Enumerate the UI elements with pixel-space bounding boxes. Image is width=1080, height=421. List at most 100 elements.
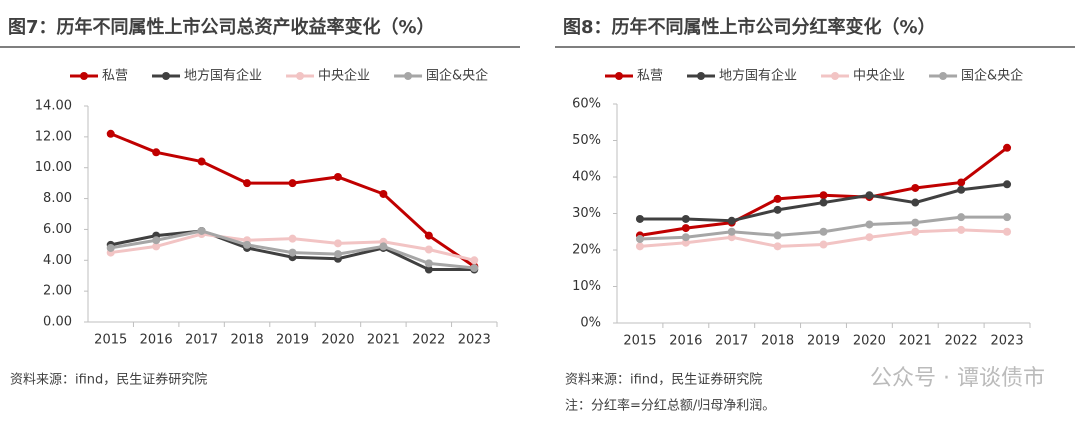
point [424, 245, 433, 254]
x-tick-label: 2017 [715, 334, 748, 349]
point [727, 233, 736, 242]
note: 注：分红率=分红总额/归母净利润。 [565, 398, 775, 414]
x-tick-label: 2015 [94, 333, 127, 348]
point [379, 242, 388, 251]
point [333, 239, 342, 248]
y-tick-label: 0.00 [43, 315, 72, 330]
y-tick-label: 4.00 [43, 253, 72, 268]
point [333, 172, 342, 181]
y-tick-label: 8.00 [43, 191, 72, 206]
x-tick-label: 2018 [761, 334, 794, 349]
source: 资料来源：ifind，民生证券研究院 [10, 372, 207, 388]
y-tick-label: 20% [572, 243, 601, 258]
point [424, 259, 433, 268]
y-tick-label: 50% [572, 133, 601, 148]
point [288, 248, 297, 257]
x-tick-label: 2016 [669, 334, 702, 349]
point [911, 183, 920, 192]
point [424, 265, 433, 274]
point [681, 224, 690, 233]
x-tick-label: 2023 [458, 333, 491, 348]
point [773, 242, 782, 251]
point [819, 198, 828, 207]
point [865, 220, 874, 229]
point [635, 242, 644, 251]
x-tick-label: 2023 [991, 334, 1024, 349]
y-tick-label: 60% [572, 97, 601, 112]
y-tick-label: 2.00 [43, 284, 72, 299]
y-tick-label: 40% [572, 170, 601, 185]
point [681, 214, 690, 223]
legend-marker [296, 72, 305, 80]
point [379, 189, 388, 198]
point [911, 218, 920, 227]
legend-marker [80, 72, 88, 80]
legend-label: 地方国有企业 [719, 68, 797, 84]
point [1003, 213, 1012, 222]
x-tick-label: 2022 [945, 334, 978, 349]
point [911, 198, 920, 207]
point [106, 243, 115, 252]
legend-marker [697, 72, 706, 80]
point [681, 238, 690, 247]
point [635, 214, 644, 223]
point [819, 191, 828, 200]
point [152, 242, 161, 251]
point [197, 157, 206, 166]
legend-label: 私营 [637, 69, 663, 84]
x-tick-label: 2019 [807, 334, 840, 349]
y-tick-label: 30% [572, 206, 601, 221]
chart-title: 图8：历年不同属性上市公司分红率变化（%） [563, 16, 936, 38]
legend-marker [831, 72, 840, 80]
point [635, 235, 644, 244]
legend-label: 私营 [102, 69, 128, 84]
x-tick-label: 2022 [412, 333, 445, 348]
point [865, 191, 874, 200]
point [243, 240, 252, 249]
point [957, 213, 966, 222]
point [819, 240, 828, 249]
point [681, 233, 690, 242]
point [865, 233, 874, 242]
x-tick-label: 2020 [853, 334, 886, 349]
legend-marker [404, 72, 413, 80]
point [727, 216, 736, 225]
legend-label: 国企&央企 [961, 68, 1023, 84]
point [957, 178, 966, 187]
point [773, 231, 782, 240]
legend-marker [162, 72, 171, 80]
source: 资料来源：ifind，民生证券研究院 [565, 372, 762, 388]
y-tick-label: 14.00 [35, 99, 72, 114]
watermark: 公众号 · 谭谈债市 [870, 366, 1045, 391]
x-tick-label: 2021 [367, 333, 400, 348]
point [911, 227, 920, 236]
x-tick-label: 2016 [140, 333, 173, 348]
point [288, 234, 297, 243]
legend-label: 中央企业 [853, 68, 905, 84]
legend-label: 中央企业 [318, 68, 370, 84]
point [1003, 227, 1012, 236]
point [333, 250, 342, 259]
point [773, 205, 782, 214]
point [197, 226, 206, 235]
legend-label: 地方国有企业 [184, 68, 262, 84]
point [470, 256, 479, 265]
point [243, 179, 252, 188]
point [773, 194, 782, 203]
y-tick-label: 6.00 [43, 222, 72, 237]
chart-title: 图7：历年不同属性上市公司总资产收益率变化（%） [8, 16, 435, 38]
point [152, 148, 161, 157]
point [1003, 180, 1012, 189]
point [106, 129, 115, 138]
x-tick-label: 2019 [276, 333, 309, 348]
legend-marker [939, 72, 948, 80]
y-tick-label: 0% [580, 316, 601, 331]
point [424, 231, 433, 240]
point [1003, 143, 1012, 152]
legend-marker [615, 72, 623, 80]
point [727, 227, 736, 236]
y-tick-label: 10.00 [35, 160, 72, 175]
point [152, 236, 161, 245]
x-tick-label: 2015 [623, 334, 656, 349]
